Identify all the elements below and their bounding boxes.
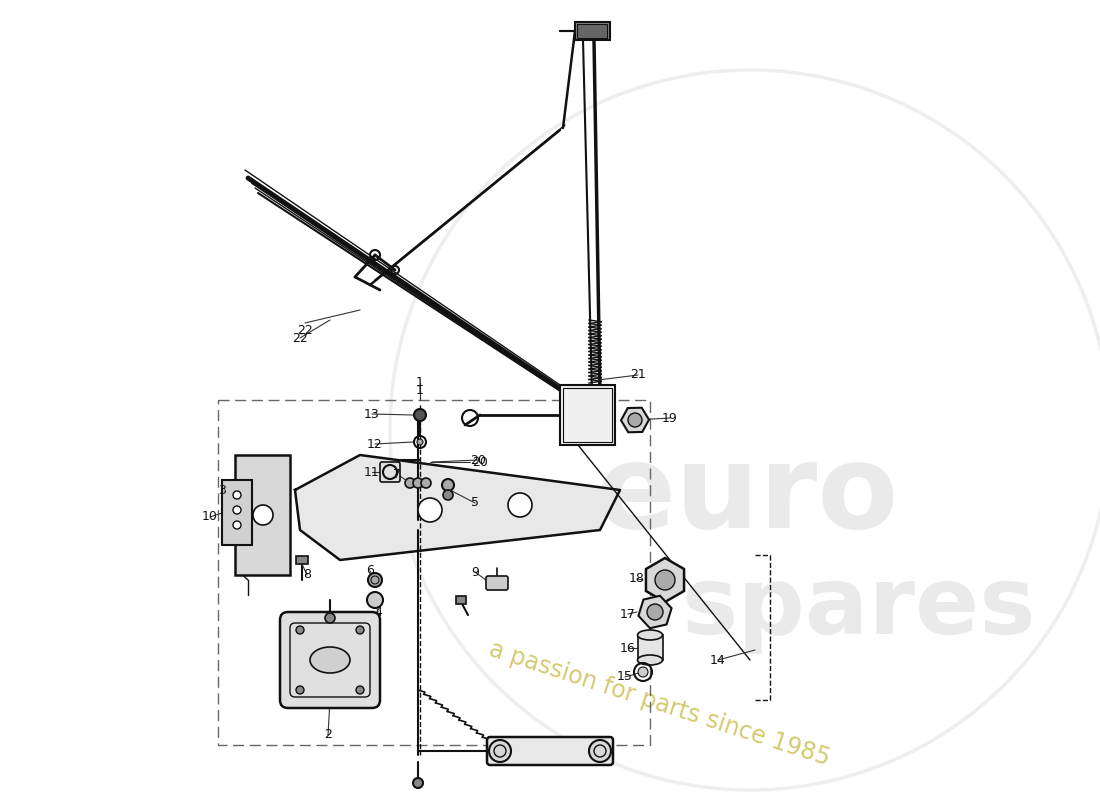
Ellipse shape [638, 655, 662, 665]
Circle shape [233, 521, 241, 529]
Text: a passion for parts since 1985: a passion for parts since 1985 [486, 638, 834, 770]
Text: 10: 10 [202, 510, 218, 523]
Circle shape [356, 686, 364, 694]
Text: euro: euro [596, 438, 900, 554]
FancyBboxPatch shape [296, 556, 308, 564]
Text: 20: 20 [472, 455, 488, 469]
Text: 13: 13 [364, 407, 380, 421]
Text: 17: 17 [620, 607, 636, 621]
Circle shape [412, 478, 424, 488]
Text: spares: spares [681, 562, 1035, 654]
Text: 22: 22 [293, 331, 308, 345]
FancyBboxPatch shape [280, 612, 380, 708]
Bar [218, 400, 650, 745]
Text: 1: 1 [416, 377, 424, 390]
Bar [578, 24, 607, 38]
Circle shape [647, 604, 663, 620]
Text: 8: 8 [302, 569, 311, 582]
Text: 3: 3 [218, 483, 226, 497]
Ellipse shape [310, 647, 350, 673]
Text: 19: 19 [662, 411, 678, 425]
Circle shape [443, 490, 453, 500]
Circle shape [412, 778, 424, 788]
Circle shape [418, 498, 442, 522]
Circle shape [414, 409, 426, 421]
Circle shape [421, 478, 431, 488]
Bar [563, 388, 612, 442]
Circle shape [296, 686, 304, 694]
Text: 9: 9 [471, 566, 478, 578]
Circle shape [654, 570, 675, 590]
Bar [638, 635, 663, 660]
Circle shape [233, 491, 241, 499]
Circle shape [638, 667, 648, 677]
Circle shape [368, 573, 382, 587]
Text: 11: 11 [364, 466, 380, 478]
Text: 15: 15 [617, 670, 632, 683]
Bar [235, 455, 290, 575]
Text: 21: 21 [630, 369, 646, 382]
Circle shape [356, 626, 364, 634]
FancyBboxPatch shape [456, 596, 466, 604]
Text: 5: 5 [471, 497, 478, 510]
Ellipse shape [638, 630, 662, 640]
FancyBboxPatch shape [379, 462, 400, 482]
Text: 16: 16 [620, 642, 636, 654]
Text: 4: 4 [374, 606, 382, 618]
Bar [222, 480, 252, 545]
Text: 18: 18 [629, 573, 645, 586]
Circle shape [296, 626, 304, 634]
Circle shape [588, 740, 610, 762]
FancyBboxPatch shape [487, 737, 613, 765]
Circle shape [324, 613, 336, 623]
Text: 22: 22 [297, 323, 312, 337]
Circle shape [442, 479, 454, 491]
Text: 12: 12 [367, 438, 383, 450]
Text: 14: 14 [711, 654, 726, 666]
FancyBboxPatch shape [486, 576, 508, 590]
Circle shape [417, 439, 424, 445]
Circle shape [367, 592, 383, 608]
FancyBboxPatch shape [575, 22, 611, 40]
Circle shape [405, 478, 415, 488]
Text: 20: 20 [470, 454, 486, 466]
Text: 7: 7 [393, 467, 402, 481]
Text: 2: 2 [324, 729, 332, 742]
Circle shape [490, 740, 512, 762]
Text: 1: 1 [416, 383, 424, 397]
Bar [560, 385, 615, 445]
Text: 6: 6 [366, 565, 374, 578]
Circle shape [233, 506, 241, 514]
Circle shape [508, 493, 532, 517]
Circle shape [253, 505, 273, 525]
Circle shape [628, 413, 642, 427]
Polygon shape [295, 455, 620, 560]
